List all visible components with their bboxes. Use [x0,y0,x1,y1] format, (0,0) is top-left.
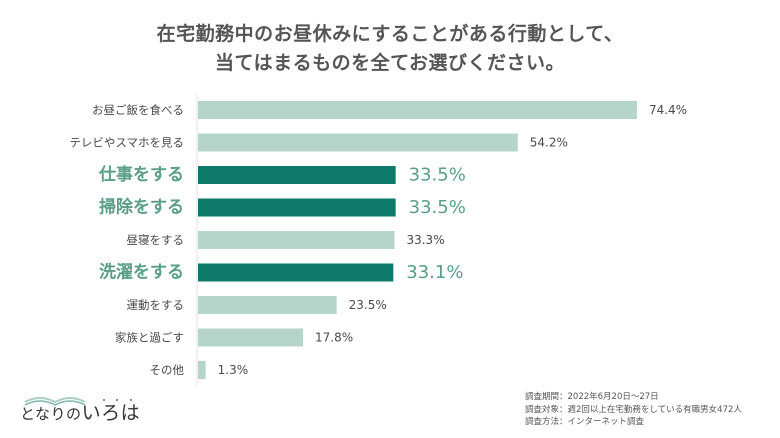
value-label: 33.5% [409,165,466,186]
category-label: 家族と過ごす [115,331,184,345]
category-label: 仕事をする [98,164,184,185]
bar [198,198,396,217]
value-label: 1.3% [218,363,249,377]
survey-target: 調査対象：週2回以上在宅勤務をしている有職男女472人 [525,404,742,415]
category-label: テレビやスマホを見る [69,136,184,150]
chart-title: 在宅勤務中のお昼休みにすることがある行動として、 当てはまるものを全てお選びくだ… [0,20,780,78]
category-label: 洗濯をする [99,262,184,283]
book-icon [24,397,132,406]
chart-title-line-1: 在宅勤務中のお昼休みにすることがある行動として、 [156,23,624,45]
category-label: 昼寝をする [127,233,185,247]
category-label: お昼ご飯を食べる [92,103,184,117]
category-label: 運動をする [127,298,185,312]
value-label: 74.4% [649,103,687,117]
category-label: 掃除をする [99,197,184,218]
logo-text: となりのいろは [20,398,140,425]
bar [198,263,394,282]
value-label: 23.5% [349,298,387,312]
value-label: 54.2% [530,136,568,150]
value-label: 33.5% [409,197,466,218]
value-label: 33.3% [406,233,444,247]
bar [198,361,206,379]
bar [198,166,396,184]
survey-method: 調査方法：インターネット調査 [525,417,645,427]
bar [198,296,337,314]
bar [198,133,518,152]
brand-logo: となりのいろは [20,388,140,428]
survey-period: 調査期間：2022年6月20日～27日 [525,392,659,402]
value-label: 17.8% [315,331,353,345]
bar [198,231,395,249]
logo-text-large: いろは [81,402,141,424]
value-label: 33.1% [406,262,463,283]
bar [198,101,637,119]
category-label: その他 [150,363,185,377]
survey-notes: 調査期間：2022年6月20日～27日 調査対象：週2回以上在宅勤務をしている有… [525,391,742,429]
bar [198,328,304,347]
chart-title-line-2: 当てはまるものを全てお選びください。 [214,52,566,74]
logo-text-small: となりの [20,405,82,423]
